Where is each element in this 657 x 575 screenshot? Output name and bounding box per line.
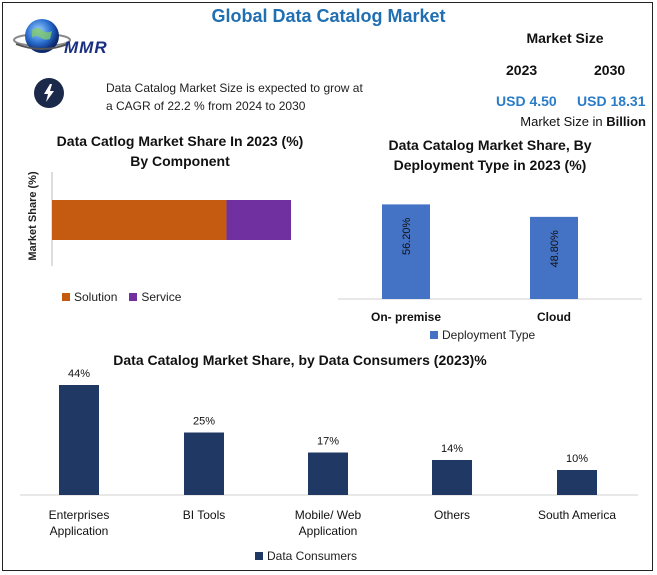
consumers-chart: 44% Enterprises Application 25% BI Tools 17% M… xyxy=(20,368,638,538)
deployment-category-label: Cloud xyxy=(537,310,571,324)
component-chart-title: Data Catlog Market Share In 2023 (%) By … xyxy=(56,133,304,169)
legend-service: Service xyxy=(141,290,182,304)
consumers-category-label: Others xyxy=(434,508,470,522)
legend-swatch-consumers xyxy=(255,552,263,560)
consumers-category-label: South America xyxy=(538,508,616,522)
market-size-label: Market Size xyxy=(526,30,604,46)
value-2023: USD 4.50 xyxy=(496,93,557,109)
component-chart: Market Share (%) xyxy=(27,171,291,266)
deployment-category-label: On- premise xyxy=(371,310,441,324)
deployment-chart: 56.20% On- premise 48.80% Cloud xyxy=(338,204,642,324)
consumers-category-label: Application xyxy=(50,524,109,538)
deployment-chart-title: Data Catalog Market Share, By Deployment… xyxy=(388,137,592,173)
consumers-category-label: Mobile/ Web xyxy=(295,508,362,522)
consumers-chart-title: Data Catalog Market Share, by Data Consu… xyxy=(113,352,487,368)
component-y-axis-label: Market Share (%) xyxy=(27,171,39,261)
consumers-data-label: 10% xyxy=(566,453,588,465)
page-title: Global Data Catalog Market xyxy=(211,6,446,26)
consumers-legend: Data Consumers xyxy=(255,549,357,563)
deployment-data-label: 48.80% xyxy=(549,230,561,268)
consumers-category-label: Enterprises xyxy=(49,508,110,522)
value-2030: USD 18.31 xyxy=(577,93,646,109)
consumers-category-label: BI Tools xyxy=(183,508,225,522)
consumers-data-label: 25% xyxy=(193,416,215,428)
cagr-text: Data Catalog Market Size is expected to … xyxy=(106,81,363,113)
consumers-bar xyxy=(184,432,224,495)
consumers-bar xyxy=(432,460,472,495)
consumers-bar xyxy=(59,385,99,495)
deployment-data-label: 56.20% xyxy=(401,218,413,256)
legend-solution: Solution xyxy=(74,290,118,304)
component-legend: Solution Service xyxy=(62,290,181,304)
consumers-data-label: 14% xyxy=(441,443,463,455)
component-bar-solution xyxy=(52,200,227,240)
deployment-bar xyxy=(382,204,430,299)
consumers-data-label: 44% xyxy=(68,368,90,380)
logo-text: MMR xyxy=(64,38,108,57)
unit-note: Market Size in Billion xyxy=(520,114,646,129)
consumers-bar xyxy=(557,470,597,495)
consumers-data-label: 17% xyxy=(317,436,339,448)
year-2023: 2023 xyxy=(506,62,538,78)
deployment-legend: Deployment Type xyxy=(430,328,535,342)
legend-deployment: Deployment Type xyxy=(442,328,536,342)
legend-swatch-solution xyxy=(62,293,70,301)
bolt-badge xyxy=(34,78,64,108)
deployment-bar xyxy=(530,216,578,299)
legend-swatch-deployment xyxy=(430,331,438,339)
consumers-category-label: Application xyxy=(299,524,358,538)
consumers-bar xyxy=(308,452,348,495)
lightning-icon xyxy=(44,84,54,102)
legend-consumers: Data Consumers xyxy=(267,549,358,563)
year-2030: 2030 xyxy=(594,62,626,78)
legend-swatch-service xyxy=(129,293,138,301)
mmr-logo xyxy=(13,19,71,53)
component-bar-service xyxy=(226,200,291,240)
